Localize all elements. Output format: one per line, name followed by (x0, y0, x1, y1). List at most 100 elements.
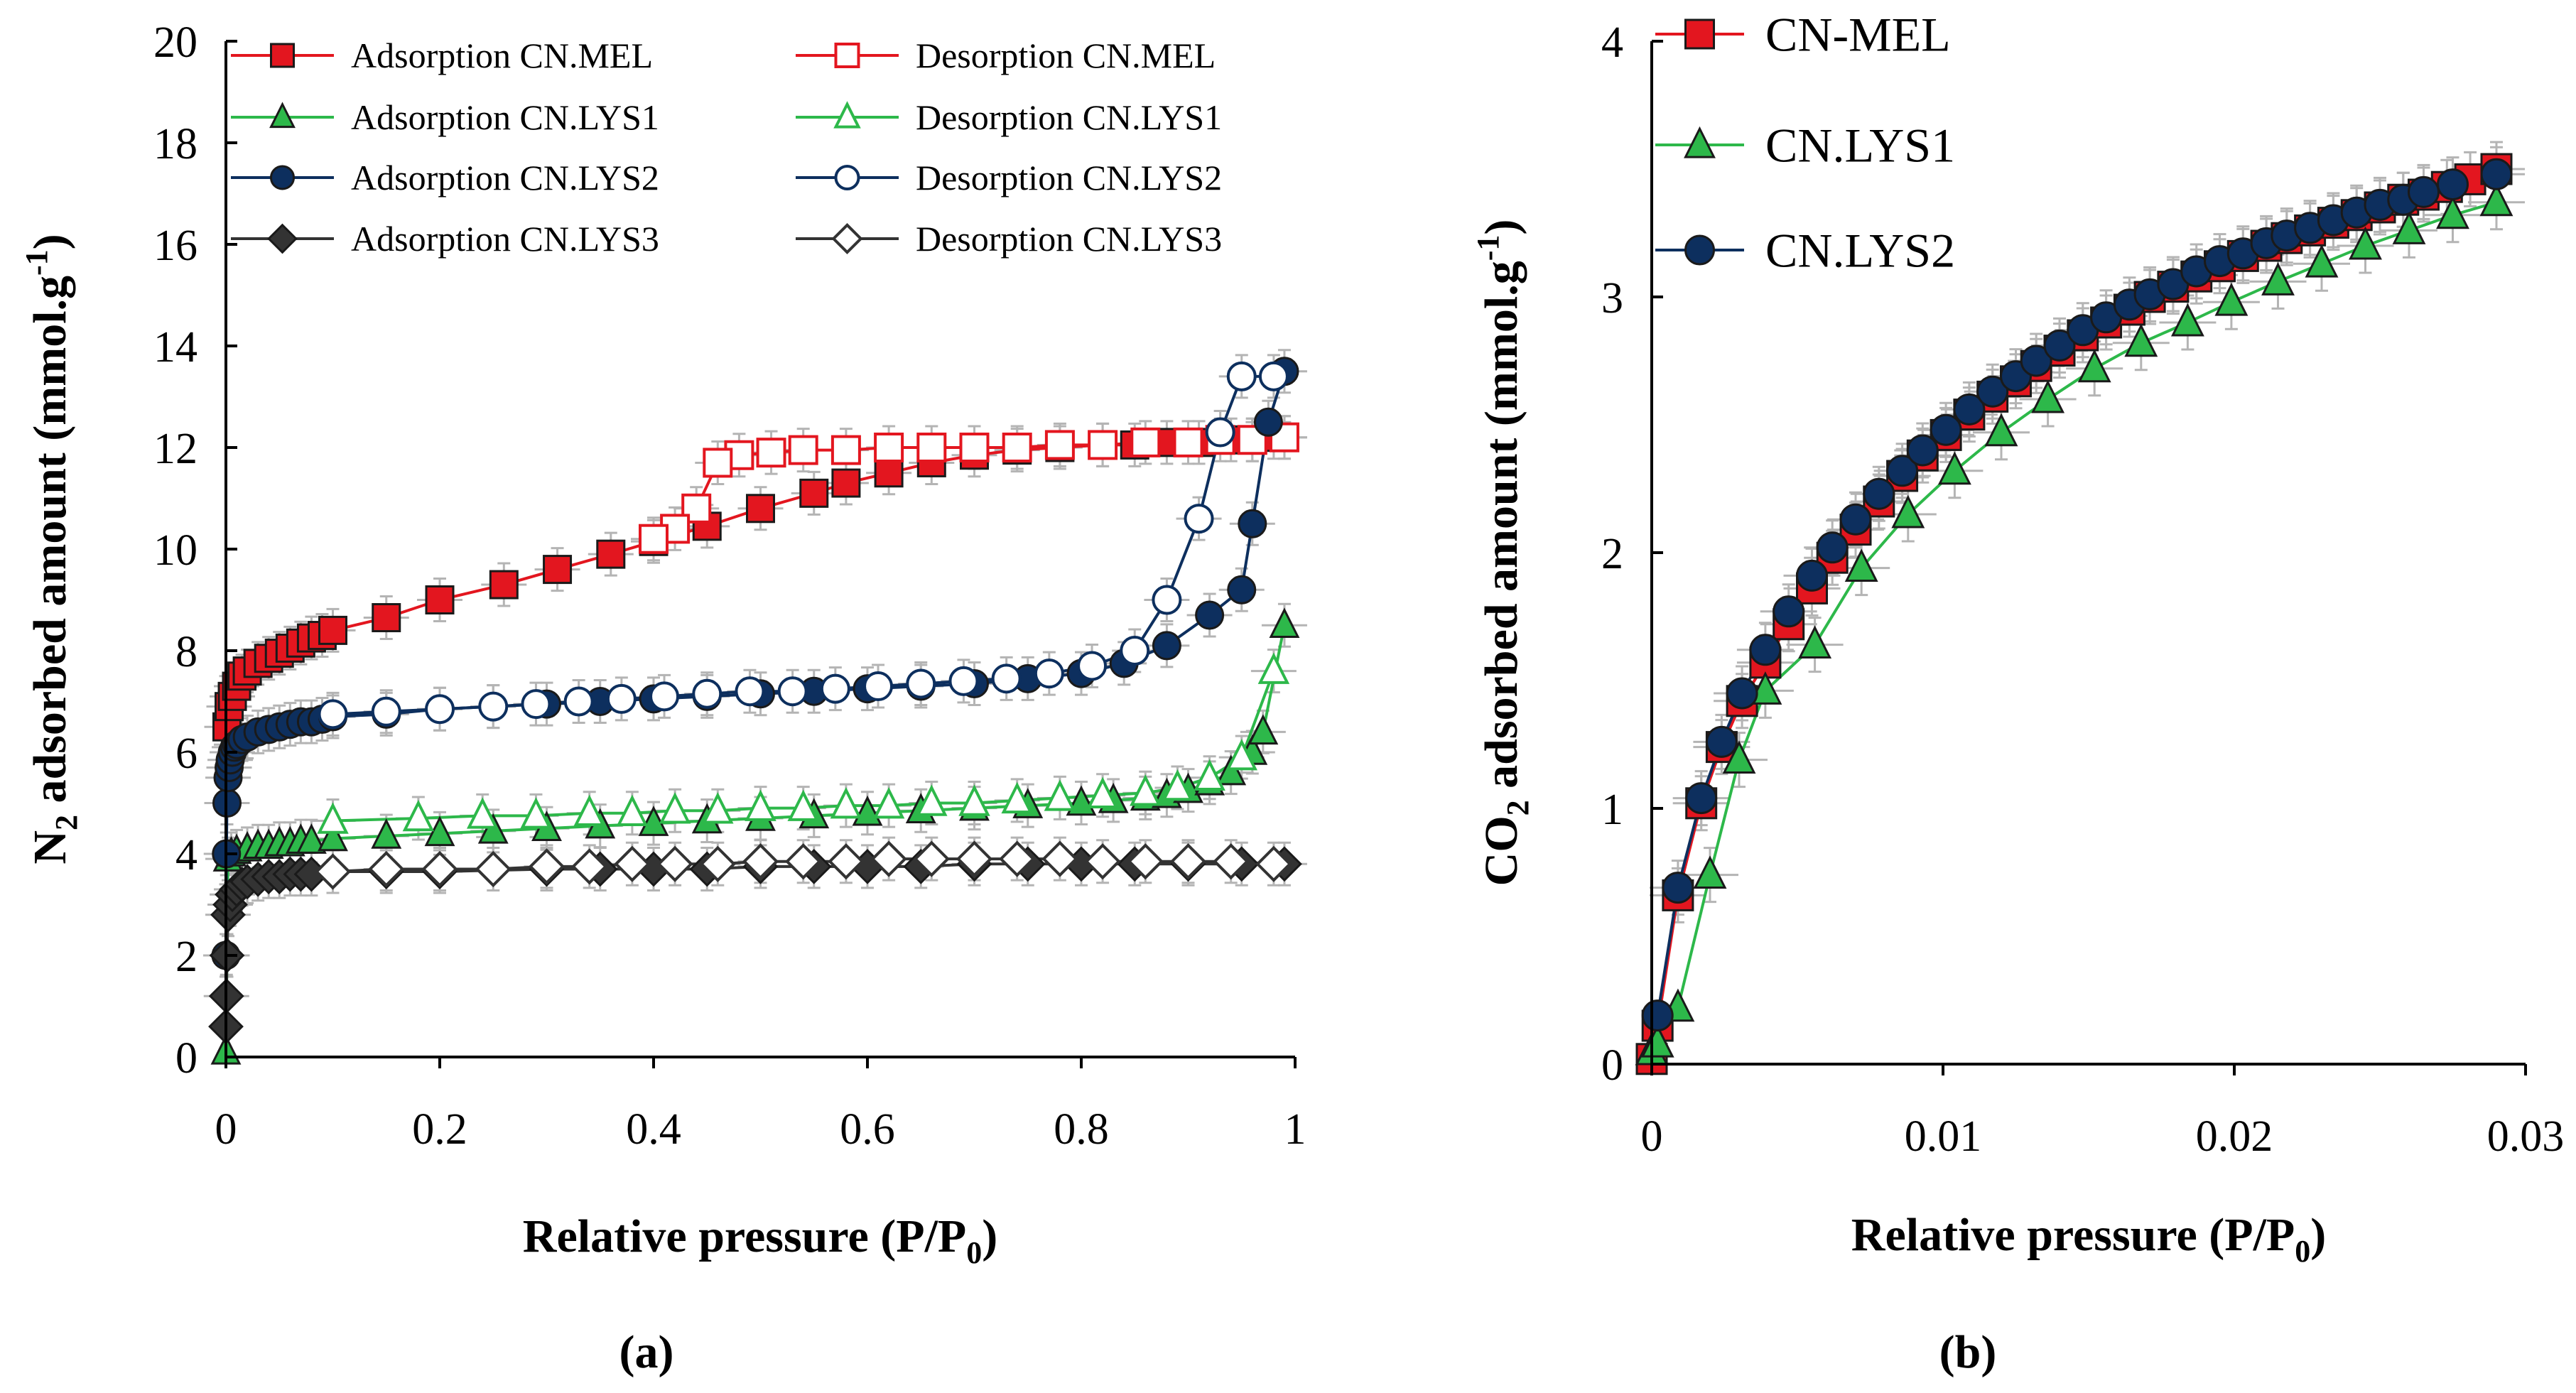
desorption-cn-lys2-point (318, 699, 348, 730)
b-x-tick-label: 0.03 (2487, 1112, 2565, 1161)
cn-lys1-point (1693, 855, 1727, 889)
adsorption-cn-mel-point (831, 468, 861, 498)
desorption-cn-mel-point (1173, 427, 1203, 457)
cn-lys1-point (2392, 211, 2426, 244)
cn-lys2-point (1863, 477, 1895, 510)
legend-item-desorption-cn-lys2: Desorption CN.LYS2 (796, 158, 1222, 197)
desorption-cn-lys1-point (787, 789, 819, 821)
legend-label: Desorption CN.LYS3 (916, 219, 1222, 259)
b-y-tick-label: 3 (1601, 274, 1623, 322)
cn-lys2-point (2043, 329, 2076, 362)
desorption-cn-mel-point (681, 493, 712, 524)
desorption-cn-mel-point (1044, 430, 1075, 460)
desorption-cn-lys2-point (371, 696, 401, 727)
cn-lys2-point (2408, 175, 2440, 208)
desorption-cn-lys3-point (1255, 845, 1292, 882)
panel-a-y-axis-title: N2 adsorbed amount (mmol.g-1) (19, 234, 84, 864)
a-y-tick-label: 8 (175, 628, 197, 676)
desorption-cn-lys1-point (317, 802, 349, 834)
cn-lys2-point (1976, 375, 2009, 408)
b-x-tick-label: 0.01 (1905, 1112, 1982, 1161)
cn-lys1-point (2031, 379, 2065, 413)
legend-item-cn-lys2: CN.LYS2 (1655, 223, 1955, 277)
a-y-tick-label: 14 (153, 323, 197, 372)
desorption-cn-lys3-point (475, 850, 512, 888)
adsorption-cn-mel-point (372, 603, 401, 633)
panel-a-y-ticks: 0 2 4 6 8 10 12 14 16 18 20 (153, 18, 237, 1083)
desorption-cn-lys2-point (1205, 417, 1235, 448)
adsorption-cn-mel-point (746, 494, 775, 524)
panel-a-x-axis-title: Relative pressure (P/P0) (523, 1210, 997, 1270)
desorption-cn-mel-point (639, 524, 669, 554)
cn-lys1-point (2214, 282, 2248, 316)
legend-marker-triangle-icon (1684, 126, 1716, 158)
legend-label: Adsorption CN.LYS2 (351, 158, 659, 197)
cn-lys2-point (2020, 345, 2052, 377)
cn-lys2-point (1906, 434, 1939, 467)
b-y-tick-label: 2 (1601, 530, 1623, 578)
desorption-cn-mel-point (1088, 430, 1118, 460)
panel-b-label: (b) (1939, 1326, 1997, 1378)
legend-item-cn-mel: CN-MEL (1655, 7, 1951, 61)
a-y-tick-label: 0 (175, 1034, 197, 1083)
desorption-cn-lys1-point (659, 792, 691, 824)
cn-lys2-point (1816, 531, 1849, 564)
desorption-cn-lys1-point (520, 797, 552, 829)
desorption-cn-lys2-point (991, 663, 1022, 694)
cn-lys1-point (1640, 1024, 1674, 1058)
adsorption-cn-mel-point (489, 570, 519, 600)
desorption-cn-lys3-point (828, 843, 865, 880)
desorption-cn-mel-point (703, 448, 733, 478)
desorption-cn-lys3-point (913, 840, 950, 877)
desorption-cn-lys3-point (1127, 843, 1164, 880)
cn-lys1-point (1891, 494, 1925, 529)
cn-lys1-point (1798, 625, 1832, 659)
desorption-cn-lys3-point (571, 848, 608, 885)
panel-b-x-ticks: 0 0.01 0.02 0.03 (1641, 1064, 2565, 1161)
b-y-tick-label: 0 (1601, 1041, 1623, 1090)
desorption-cn-lys3-point (528, 848, 565, 885)
desorption-cn-lys1-point (1225, 739, 1257, 771)
desorption-cn-lys1-point (402, 799, 435, 832)
desorption-cn-lys2-point (649, 681, 680, 712)
panel-b-chart: 0 1 2 3 4 0 0.01 0.02 0.03 Relative pressure (P… (1471, 7, 2564, 1378)
desorption-cn-mel-point (874, 433, 904, 462)
adsorption-cn-lys1-point (318, 820, 348, 852)
cn-lys2-point (1886, 455, 1919, 487)
b-x-tick-label: 0.02 (2196, 1112, 2273, 1161)
adsorption-cn-lys2-point (1227, 575, 1257, 605)
legend-marker-circle-icon (834, 165, 860, 190)
cn-lys1-line (1650, 200, 2497, 1053)
cn-lys1-point (2349, 226, 2382, 260)
adsorption-cn-lys1-point (371, 818, 402, 849)
desorption-cn-lys2-point (906, 668, 936, 699)
legend-label: Adsorption CN.LYS3 (351, 219, 659, 259)
desorption-cn-lys3-point (785, 843, 822, 880)
cn-lys1-point (2305, 244, 2339, 278)
cn-lys2-point (1726, 677, 1758, 710)
desorption-cn-lys2-point (777, 676, 808, 707)
panel-b-legend: CN-MEL CN.LYS1 CN.LYS2 (1655, 7, 1955, 277)
a-x-tick-label: 0 (215, 1105, 237, 1154)
panel-a-label: (a) (619, 1326, 674, 1378)
desorption-cn-lys1-point (830, 786, 862, 819)
desorption-cn-lys3-point (614, 845, 651, 882)
desorption-cn-lys1-point (466, 797, 499, 829)
cn-lys1-point (2479, 183, 2513, 217)
desorption-cn-lys1-point (1162, 769, 1194, 801)
legend-item-adsorption-cn-lys1: Adsorption CN.LYS1 (231, 97, 659, 137)
desorption-cn-lys1-point (1001, 781, 1033, 814)
desorption-cn-mel-point (788, 435, 818, 465)
legend-item-adsorption-cn-lys3: Adsorption CN.LYS3 (231, 219, 659, 259)
legend-item-adsorption-cn-lys2: Adsorption CN.LYS2 (231, 158, 659, 197)
panel-a-x-ticks: 0 0.2 0.4 0.6 0.8 1 (215, 1057, 1306, 1154)
a-y-tick-label: 2 (175, 933, 197, 981)
adsorption-cn-lys2-point (1238, 509, 1267, 538)
adsorption-cn-lys1-point (424, 815, 455, 847)
desorption-cn-mel-point (959, 433, 990, 462)
desorption-cn-lys2-point (521, 689, 551, 720)
legend-marker-square-icon (1684, 18, 1715, 50)
desorption-cn-lys3-point (699, 845, 736, 882)
legend-item-adsorption-cn-mel: Adsorption CN.MEL (231, 36, 653, 75)
